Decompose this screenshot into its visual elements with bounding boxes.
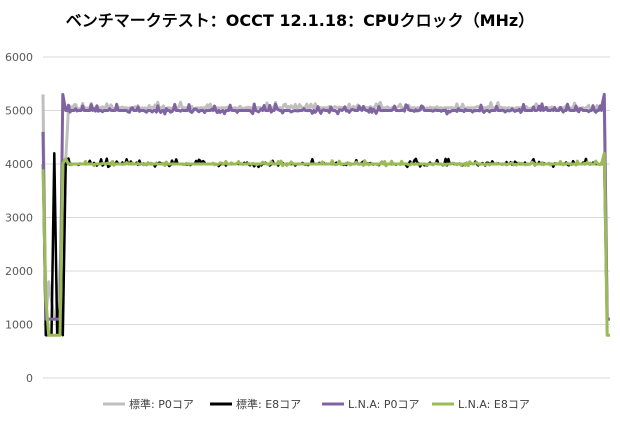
y-tick-label: 1000 bbox=[5, 319, 33, 332]
legend-item: 標準: P0コア bbox=[103, 397, 194, 411]
series-line-3 bbox=[41, 92, 610, 321]
legend: 標準: P0コア 標準: E8コア L.N.A: P0コア L.N.A: E8コア bbox=[103, 397, 530, 411]
legend-item: 標準: E8コア bbox=[210, 397, 301, 411]
y-tick-label: 3000 bbox=[5, 212, 33, 225]
legend-item: L.N.A: P0コア bbox=[322, 398, 420, 411]
legend-label: 標準: E8コア bbox=[236, 397, 301, 411]
legend-label: L.N.A: P0コア bbox=[348, 398, 420, 411]
y-tick-label: 6000 bbox=[5, 51, 33, 64]
chart-title: ベンチマークテスト：OCCT 12.1.18：CPUクロック（MHz） bbox=[66, 11, 534, 30]
legend-label: 標準: P0コア bbox=[129, 397, 194, 411]
y-tick-label: 2000 bbox=[5, 265, 33, 278]
y-axis-ticks: 0 1000 2000 3000 4000 5000 6000 bbox=[5, 51, 33, 385]
y-tick-label: 0 bbox=[26, 372, 33, 385]
legend-label: L.N.A: E8コア bbox=[458, 398, 530, 411]
y-tick-label: 4000 bbox=[5, 158, 33, 171]
series-line-1 bbox=[41, 94, 610, 321]
plot-area bbox=[41, 92, 610, 337]
y-tick-label: 5000 bbox=[5, 105, 33, 118]
series-line-2 bbox=[41, 152, 610, 337]
legend-item: L.N.A: E8コア bbox=[432, 398, 530, 411]
series-line-4 bbox=[41, 151, 610, 337]
